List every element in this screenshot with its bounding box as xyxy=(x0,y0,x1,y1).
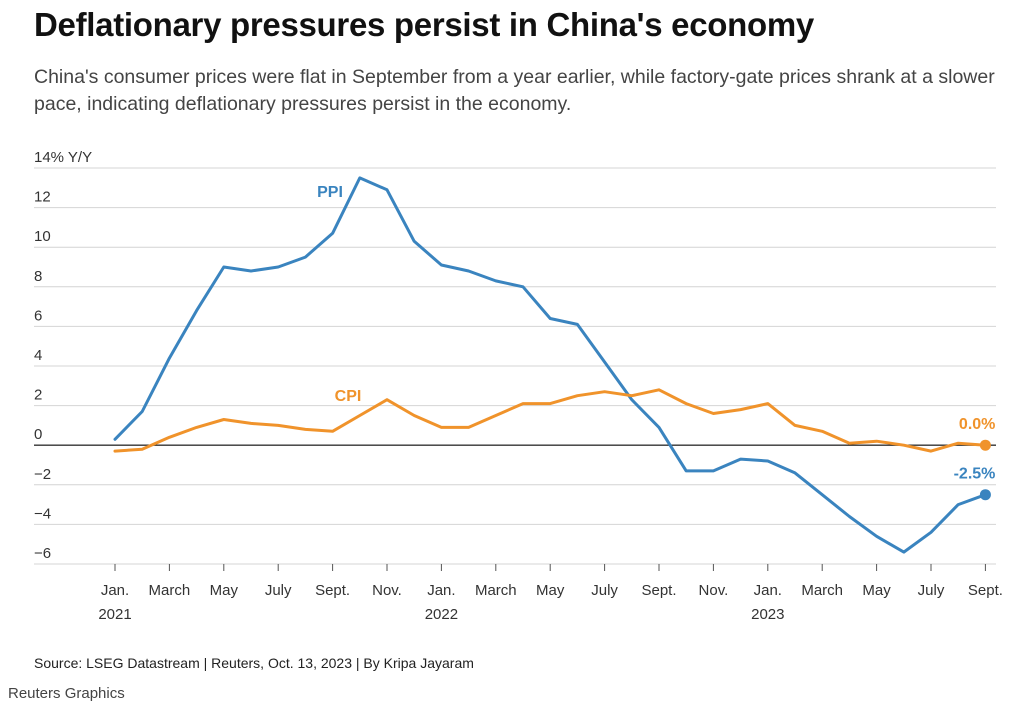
x-tick-label: Sept. xyxy=(315,582,350,599)
x-tick-label: March xyxy=(475,582,517,599)
x-tick-label: May xyxy=(210,582,239,599)
x-tick-label: July xyxy=(265,582,292,599)
x-tick-label: March xyxy=(149,582,191,599)
y-tick-label: 2 xyxy=(34,387,42,404)
x-tick-year-label: 2021 xyxy=(98,606,131,623)
cpi-line xyxy=(113,388,987,453)
y-axis-tick-labels: 14% Y/Y 12 10 8 6 4 2 0 −2 −4 −6 xyxy=(34,149,92,562)
x-tick-label: July xyxy=(591,582,618,599)
y-tick-label: 10 xyxy=(34,228,51,245)
x-tick-year-label: 2023 xyxy=(751,606,784,623)
brand-credit: Reuters Graphics xyxy=(8,685,125,702)
ppi-end-value-label: -2.5% xyxy=(954,466,996,483)
x-tick-label: Jan. xyxy=(101,582,129,599)
y-tick-label: 8 xyxy=(34,268,42,285)
source-note: Source: LSEG Datastream | Reuters, Oct. … xyxy=(34,655,474,671)
ppi-line xyxy=(113,176,987,554)
x-tick-label: March xyxy=(801,582,843,599)
ppi-end-point xyxy=(979,489,991,501)
x-tick-label: Nov. xyxy=(372,582,402,599)
y-tick-label: 14% Y/Y xyxy=(34,149,92,166)
gridlines xyxy=(34,167,996,565)
chart-subtitle: China's consumer prices were flat in Sep… xyxy=(34,66,995,115)
cpi-end-point xyxy=(979,439,991,451)
y-tick-label: −2 xyxy=(34,466,51,483)
y-tick-label: 4 xyxy=(34,347,42,364)
chart-title: Deflationary pressures persist in China'… xyxy=(34,6,814,43)
x-tick-label: Sept. xyxy=(641,582,676,599)
x-tick-label: Jan. xyxy=(754,582,782,599)
y-tick-label: 0 xyxy=(34,426,42,443)
cpi-end-value-label: 0.0% xyxy=(959,416,995,433)
series-lines xyxy=(113,176,991,554)
series-labels: PPI -2.5% CPI 0.0% xyxy=(317,184,995,483)
y-tick-label: −4 xyxy=(34,505,51,522)
x-tick-label: Nov. xyxy=(699,582,729,599)
y-tick-label: −6 xyxy=(34,545,51,562)
x-tick-label: Jan. xyxy=(427,582,455,599)
x-tick-label: May xyxy=(536,582,565,599)
ppi-series-label: PPI xyxy=(317,184,343,201)
x-tick-label: Sept. xyxy=(968,582,1003,599)
cpi-series-label: CPI xyxy=(335,388,362,405)
x-tick-year-label: 2022 xyxy=(425,606,458,623)
x-tick-label: May xyxy=(862,582,891,599)
x-tick-label: July xyxy=(918,582,945,599)
y-tick-label: 12 xyxy=(34,189,51,206)
x-axis-ticks: Jan. 2021 March May July Sept. Nov. Jan. 2022 Mar… xyxy=(98,564,1003,623)
y-tick-label: 6 xyxy=(34,307,42,324)
